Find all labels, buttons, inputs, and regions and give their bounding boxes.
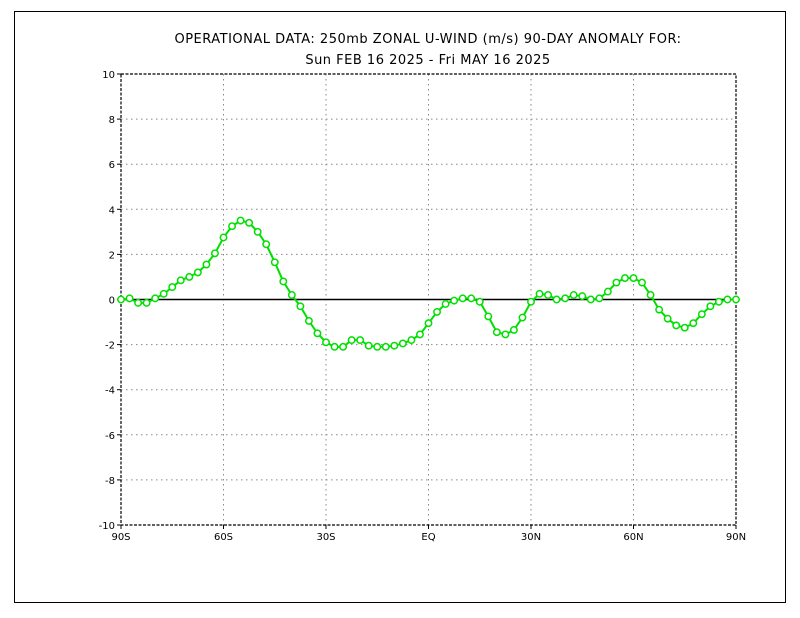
data-point [330,342,339,351]
data-point [304,316,313,325]
y-tick-label: 0 [109,296,115,307]
data-point [287,291,296,299]
data-point [407,336,416,345]
data-point [424,319,433,328]
data-point [433,307,441,316]
data-point [253,227,262,236]
data-point [296,302,305,311]
data-point [228,222,236,231]
data-point [262,240,271,249]
y-tick-label: -4 [105,386,115,397]
data-point [373,342,382,351]
data-point [655,305,664,314]
y-tick-label: 8 [109,115,115,126]
data-point [458,294,467,303]
data-point [450,296,459,305]
chart-title: OPERATIONAL DATA: 250mb ZONAL U-WIND (m/… [174,32,681,47]
x-tick-label: 90S [111,532,130,543]
data-point [134,298,143,307]
data-point [279,277,288,286]
data-point [467,294,476,303]
data-point [416,330,424,339]
data-point [339,342,348,351]
x-tick-label: 30S [316,532,335,543]
data-point [364,341,373,350]
data-point [663,314,672,323]
data-point [732,295,740,304]
series-layer [117,216,740,351]
data-point [646,291,655,299]
data-point [535,289,544,298]
data-point [527,297,535,306]
data-point [595,294,604,303]
data-point [509,325,518,334]
y-tick-label: -2 [105,341,115,352]
data-point [125,294,134,303]
data-point [347,336,356,345]
data-point [441,300,450,308]
data-point [501,330,510,339]
data-point [689,319,698,328]
axis-ticks: 90S 60S 30S EQ 30N 60N 90N -10 -8 -6 -4 -2 0 2 4 6 8 10 [99,70,746,543]
data-point [356,336,365,345]
data-point [586,295,595,304]
data-point [236,216,245,225]
data-point [680,323,689,332]
y-tick-label: -6 [105,431,115,442]
data-point [168,283,177,292]
x-tick-label: 30N [521,532,541,543]
data-point [484,312,493,321]
data-point [270,258,279,267]
data-point [492,328,501,337]
data-point [697,310,706,319]
data-point [561,294,570,303]
data-point [552,295,561,304]
y-tick-label: 2 [109,250,115,261]
y-tick-label: -10 [99,521,115,532]
data-point [117,295,125,304]
data-point [612,278,621,287]
figure-frame [14,11,786,603]
data-point [398,339,407,348]
data-point [629,274,638,283]
data-point [603,287,612,296]
data-point [176,276,185,285]
data-point [578,292,587,301]
data-point [714,297,723,306]
data-point [193,268,202,277]
data-point [322,338,330,347]
y-tick-label: -8 [105,476,115,487]
x-tick-label: 60S [214,532,233,543]
data-point [518,313,527,322]
data-point [142,298,151,307]
data-point [313,329,322,338]
y-tick-label: 10 [102,70,115,81]
data-point [245,218,254,227]
x-tick-label: EQ [421,532,435,543]
data-point [219,233,228,242]
data-point [390,341,399,350]
data-point [211,249,219,258]
x-tick-label: 60N [623,532,643,543]
data-point [723,295,732,304]
data-point [151,294,160,303]
data-point [475,297,484,306]
data-point [381,342,390,351]
data-point [544,291,553,299]
data-point [569,291,578,299]
y-tick-label: 4 [109,205,115,216]
data-point [672,321,681,330]
data-point [621,274,629,283]
data-point [185,273,194,281]
data-point [706,302,715,311]
x-tick-label: 90N [726,532,746,543]
y-tick-label: 6 [109,160,115,171]
data-point [638,278,646,287]
chart-subtitle: Sun FEB 16 2025 - Fri MAY 16 2025 [305,53,550,68]
data-point [159,289,168,298]
data-point [202,260,211,269]
